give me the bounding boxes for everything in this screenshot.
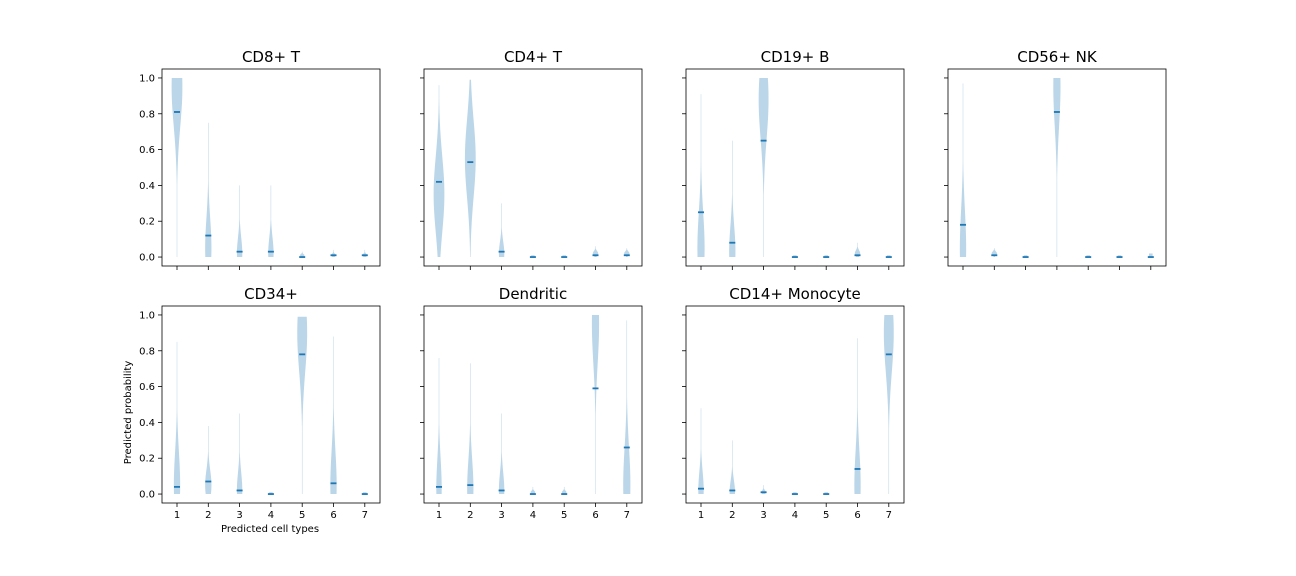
panel-5: CD34+ 0.0 0.2 0.4 0.6 0.8 1.0 1 2 3 4 5 6 7 Predicted … [123, 285, 381, 535]
violin-body [498, 413, 505, 495]
violin-body [729, 440, 735, 495]
x-tick-label: 4 [268, 510, 274, 521]
violin-body [436, 357, 442, 495]
x-tick-label: 3 [760, 510, 766, 521]
axes-frame [685, 68, 905, 267]
y-tick-label: 0.4 [139, 181, 155, 192]
panel-title: CD34+ [244, 285, 298, 303]
x-tick-label: 6 [592, 510, 598, 521]
panel-7: CD14+ Monocyte 1 2 3 4 5 6 7 [682, 285, 905, 521]
violin-body [464, 79, 476, 258]
x-tick-label: 6 [330, 510, 336, 521]
violin-body [854, 242, 861, 258]
x-tick-label: 4 [792, 510, 798, 521]
panel-title: CD4+ T [504, 48, 563, 66]
panel-6: Dendritic 1 2 3 4 5 6 7 [420, 285, 643, 521]
y-tick-label: 0.2 [139, 217, 155, 228]
violin-body [297, 316, 308, 495]
y-tick-label: 0.4 [139, 418, 155, 429]
y-tick-label: 0.0 [139, 253, 155, 264]
violin-body [498, 203, 505, 258]
violin-body [330, 336, 337, 495]
panel-title: CD56+ NK [1017, 48, 1098, 66]
violin-body [561, 486, 567, 495]
violin-body [205, 122, 212, 258]
axes-frame [423, 305, 643, 504]
x-tick-label: 1 [174, 510, 180, 521]
y-tick-label: 0.8 [139, 346, 155, 357]
panel-title: CD14+ Monocyte [729, 285, 860, 303]
axes-frame [423, 68, 643, 267]
violin-body [697, 94, 705, 258]
x-tick-label: 2 [467, 510, 473, 521]
panel-title: CD19+ B [761, 48, 830, 66]
violin-body [268, 185, 274, 258]
x-tick-label: 7 [886, 510, 892, 521]
y-tick-label: 1.0 [139, 73, 155, 84]
violin-body [467, 363, 474, 495]
x-tick-label: 4 [530, 510, 536, 521]
x-tick-label: 1 [436, 510, 442, 521]
axes-frame [161, 305, 381, 504]
x-tick-label: 3 [236, 510, 242, 521]
y-tick-label: 1.0 [139, 310, 155, 321]
violin-body [959, 83, 967, 258]
violin-body [729, 140, 736, 258]
violin-body [854, 338, 861, 495]
violin-body [591, 314, 600, 495]
y-tick-label: 0.6 [139, 145, 155, 156]
violin-body [299, 251, 305, 258]
panel-2: CD4+ T [420, 48, 643, 270]
violin-body [883, 314, 894, 495]
y-tick-label: 0.0 [139, 490, 155, 501]
violin-body [171, 77, 183, 258]
x-tick-label: 3 [498, 510, 504, 521]
x-tick-label: 5 [299, 510, 305, 521]
panel-4: CD56+ NK [944, 48, 1167, 270]
x-tick-label: 2 [729, 510, 735, 521]
panel-3: CD19+ B [682, 48, 905, 270]
x-tick-label: 1 [698, 510, 704, 521]
violin-body [173, 341, 181, 495]
violin-body [433, 85, 445, 258]
x-tick-label: 5 [561, 510, 567, 521]
y-tick-label: 0.6 [139, 382, 155, 393]
axes-frame [685, 305, 905, 504]
x-tick-label: 7 [362, 510, 368, 521]
violin-body [530, 486, 536, 495]
violin-body [236, 185, 243, 258]
panel-1: CD8+ T 0.0 0.2 0.4 0.6 0.8 1.0 [139, 48, 381, 270]
x-tick-label: 7 [624, 510, 630, 521]
violin-body [698, 408, 704, 495]
violin-body [623, 320, 631, 495]
violin-body [758, 77, 769, 258]
panel-title: CD8+ T [242, 48, 301, 66]
x-tick-label: 6 [854, 510, 860, 521]
y-axis-label: Predicted probability [123, 361, 134, 465]
violin-body [236, 413, 243, 495]
panel-title: Dendritic [499, 285, 567, 303]
y-tick-label: 0.2 [139, 454, 155, 465]
x-tick-label: 5 [823, 510, 829, 521]
y-tick-label: 0.8 [139, 109, 155, 120]
violin-body [1053, 77, 1061, 258]
x-tick-label: 2 [205, 510, 211, 521]
violin-body [205, 425, 212, 495]
x-axis-label: Predicted cell types [221, 524, 319, 535]
